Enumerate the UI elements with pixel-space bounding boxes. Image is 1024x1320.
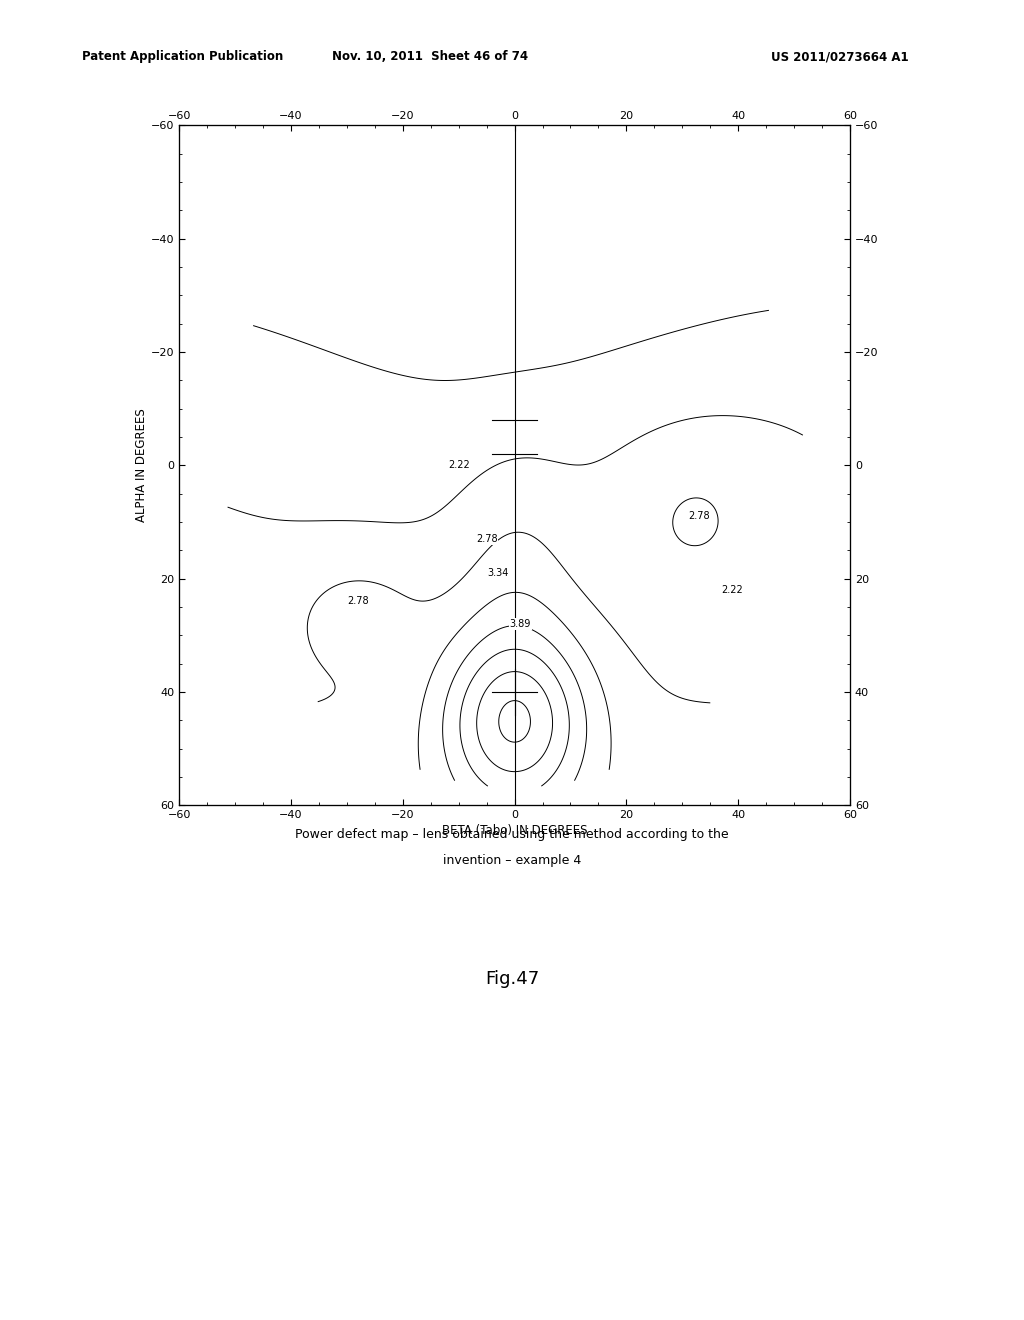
Text: 2.22: 2.22: [447, 461, 470, 470]
Text: 3.89: 3.89: [510, 619, 530, 628]
Text: Patent Application Publication: Patent Application Publication: [82, 50, 284, 63]
Text: invention – example 4: invention – example 4: [442, 854, 582, 867]
Text: 2.78: 2.78: [347, 597, 369, 606]
Text: Nov. 10, 2011  Sheet 46 of 74: Nov. 10, 2011 Sheet 46 of 74: [332, 50, 528, 63]
Text: Power defect map – lens obtained using the method according to the: Power defect map – lens obtained using t…: [295, 828, 729, 841]
Text: 2.22: 2.22: [722, 585, 743, 595]
Text: 3.34: 3.34: [487, 568, 509, 578]
Text: Fig.47: Fig.47: [485, 970, 539, 989]
Text: 2.78: 2.78: [688, 511, 710, 521]
Text: 2.78: 2.78: [476, 535, 498, 544]
Text: US 2011/0273664 A1: US 2011/0273664 A1: [771, 50, 908, 63]
Y-axis label: ALPHA IN DEGREES: ALPHA IN DEGREES: [135, 408, 148, 523]
X-axis label: BETA (Tabo) IN DEGREES: BETA (Tabo) IN DEGREES: [441, 824, 588, 837]
